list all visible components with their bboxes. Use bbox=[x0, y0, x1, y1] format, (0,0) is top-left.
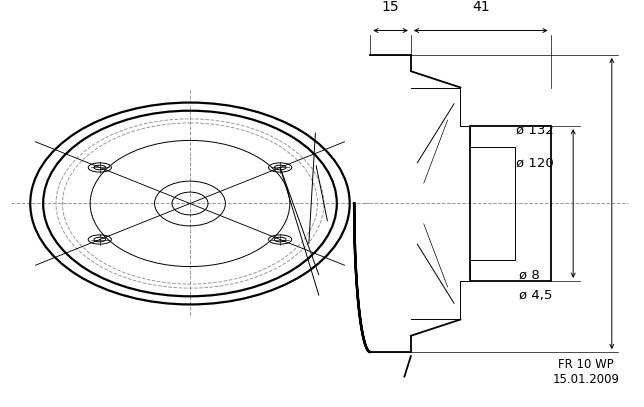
Text: ø 8: ø 8 bbox=[519, 268, 540, 281]
Text: ø 120: ø 120 bbox=[516, 156, 553, 169]
Bar bbox=[470, 126, 551, 281]
Text: ø 4,5: ø 4,5 bbox=[519, 289, 552, 302]
Text: 15: 15 bbox=[382, 0, 399, 14]
Text: FR 10 WP
15.01.2009: FR 10 WP 15.01.2009 bbox=[553, 358, 620, 386]
Text: 41: 41 bbox=[472, 0, 489, 14]
Text: ø 132: ø 132 bbox=[516, 124, 553, 137]
